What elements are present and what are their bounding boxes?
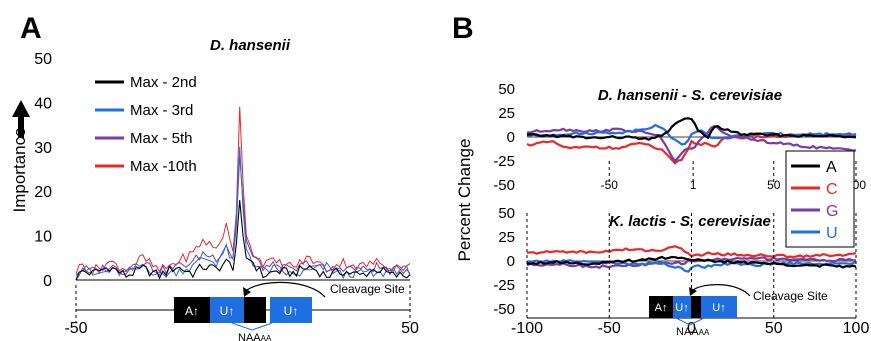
panel-b-xtick-label: -50 (598, 320, 621, 337)
cleavage-label-b: Cleavage Site (753, 289, 828, 303)
schematic-a-box-u2-label: U↑ (284, 304, 299, 318)
schematic-a-box-u1-label: U↑ (220, 304, 235, 318)
panel-a-ytick-label: 30 (34, 140, 52, 157)
panel-b-ytick-label: 50 (498, 81, 515, 98)
panel-b-ytick-label: -50 (493, 177, 515, 194)
panel-a-xtick-label: 50 (401, 320, 419, 337)
naa-bracket-b (675, 317, 705, 326)
panel-a-ylabel: Importance (10, 127, 29, 212)
importance-arrow-icon (12, 100, 30, 138)
panel-a-series-line (75, 106, 411, 275)
panel-b-ytick-label: 25 (498, 229, 515, 246)
panel-b-letter: B (452, 12, 474, 45)
panel-a-ytick-label: 20 (34, 184, 52, 201)
schematic-a-box-a (174, 297, 210, 323)
naa-label-b: NAAAA (676, 326, 710, 338)
panel-b-xtick-label: 0 (687, 320, 696, 337)
panel-b-top-xtick-label: -50 (601, 178, 619, 192)
panel-b-ytick-label: -50 (493, 301, 515, 318)
schematic-a-box-u2 (270, 297, 312, 323)
cleavage-arrowhead-b-icon (689, 287, 697, 296)
schematic-a-box-a-label: A↑ (185, 304, 199, 318)
naa-label-a: NAAAA (238, 332, 272, 341)
panel-b-xtick-label: 100 (843, 320, 870, 337)
panel-a-legend-label: Max -10th (130, 158, 197, 175)
panel-b-ytick-label: 25 (498, 105, 515, 122)
panel-b-series-line (526, 124, 857, 163)
panel-a-legend-label: Max - 3rd (130, 102, 193, 119)
panel-a-series-line (75, 200, 411, 281)
schematic-b: A↑ U↑ U↑ Cleavage Site NAAAA (649, 284, 828, 338)
schematic-a-box-u1 (210, 297, 244, 323)
panel-b-bottom-title: K. lactis - S. cerevisiae (609, 213, 771, 230)
naa-bracket-a (231, 322, 273, 331)
panel-a-legend-label: Max - 2nd (130, 74, 197, 91)
panel-b-series-line (527, 117, 857, 141)
panel-b-top-title: D. hansenii - S. cerevisiae (598, 87, 782, 104)
panel-b-legend-label: A (826, 159, 837, 176)
panel-a-chart: D. hansenii Importance 0 10 20 30 40 50 Max -… (10, 37, 419, 341)
cleavage-arrow-a-icon (246, 281, 326, 298)
panel-a-legend-label: Max - 5th (130, 130, 193, 147)
schematic-b-box-mid (691, 296, 701, 318)
schematic-b-box-u1 (673, 296, 691, 318)
schematic-b-box-u2-label: U↑ (712, 302, 725, 314)
panel-b-ytick-label: 50 (498, 205, 515, 222)
panel-a-ytick-label: 50 (34, 51, 52, 68)
panel-b-ytick-label: 0 (507, 253, 515, 270)
panel-b-legend-label: U (826, 225, 838, 242)
panel-b-legend-label: C (826, 181, 838, 198)
cleavage-arrow-b-icon (692, 284, 751, 297)
schematic-a: A↑ U↑ U↑ Cleavage Site NAAAA (76, 281, 410, 341)
panel-b-top-xtick-label: 1 (690, 178, 697, 192)
schematic-b-box-a-label: A↑ (655, 302, 668, 314)
schematic-b-box-u1-label: U↑ (675, 302, 688, 314)
panel-b-xtick-label: -100 (511, 320, 543, 337)
panel-b-xtick-label: 50 (765, 320, 783, 337)
panel-a-ytick-label: 0 (43, 273, 52, 290)
panel-b-chart: Percent Change D. hansenii - S. cerevisi… (455, 81, 869, 338)
schematic-b-box-a (649, 296, 673, 318)
panel-b-series-line (526, 255, 857, 269)
panel-b-ytick-label: -25 (493, 153, 515, 170)
panel-a-xtick-label: -50 (64, 320, 87, 337)
schematic-a-box-mid (244, 297, 266, 323)
panel-b-ylabel: Percent Change (455, 139, 474, 262)
panel-a-ytick-label: 40 (34, 95, 52, 112)
panel-b-ytick-label: -25 (493, 277, 515, 294)
panel-a-series-line (75, 146, 411, 281)
panel-a-title: D. hansenii (210, 37, 291, 54)
panel-b-top-xtick-label: 50 (767, 178, 781, 192)
panel-a-ytick-label: 10 (34, 229, 52, 246)
cleavage-arrowhead-a-icon (243, 287, 251, 297)
panel-a-letter: A (20, 12, 42, 45)
panel-b-ytick-label: 0 (507, 129, 515, 146)
schematic-b-box-u2 (701, 296, 737, 318)
panel-b-legend-label: G (826, 203, 838, 220)
cleavage-label-a: Cleavage Site (330, 282, 405, 296)
